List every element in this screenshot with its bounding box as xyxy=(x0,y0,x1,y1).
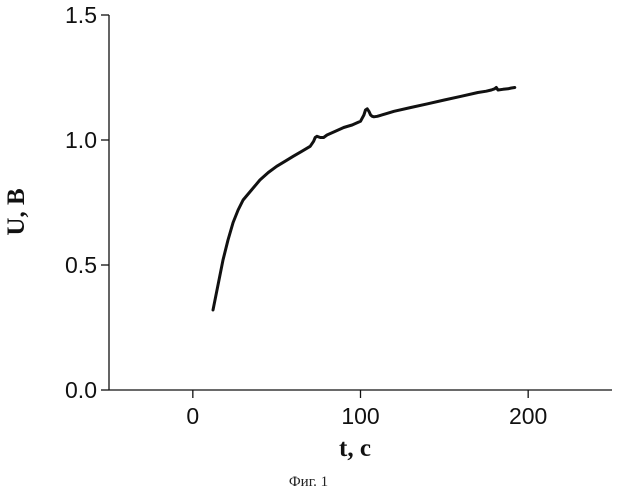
x-tick-label: 0 xyxy=(186,403,199,429)
x-tick-label: 200 xyxy=(509,403,547,429)
x-ticks: 0 100 200 xyxy=(186,390,547,429)
y-axis-title: U, B xyxy=(3,188,30,235)
figure-caption: Фиг. 1 xyxy=(0,474,617,491)
series-line xyxy=(213,88,515,311)
x-axis-title: t, c xyxy=(339,435,371,462)
y-ticks: 0.0 0.5 1.0 1.5 xyxy=(65,2,109,403)
y-tick-label: 0.5 xyxy=(65,252,97,278)
series-layer xyxy=(213,88,515,311)
axes xyxy=(109,15,612,390)
y-tick-label: 1.0 xyxy=(65,127,97,153)
y-tick-label: 1.5 xyxy=(65,2,97,28)
x-tick-label: 100 xyxy=(341,403,379,429)
y-tick-label: 0.0 xyxy=(65,377,97,403)
